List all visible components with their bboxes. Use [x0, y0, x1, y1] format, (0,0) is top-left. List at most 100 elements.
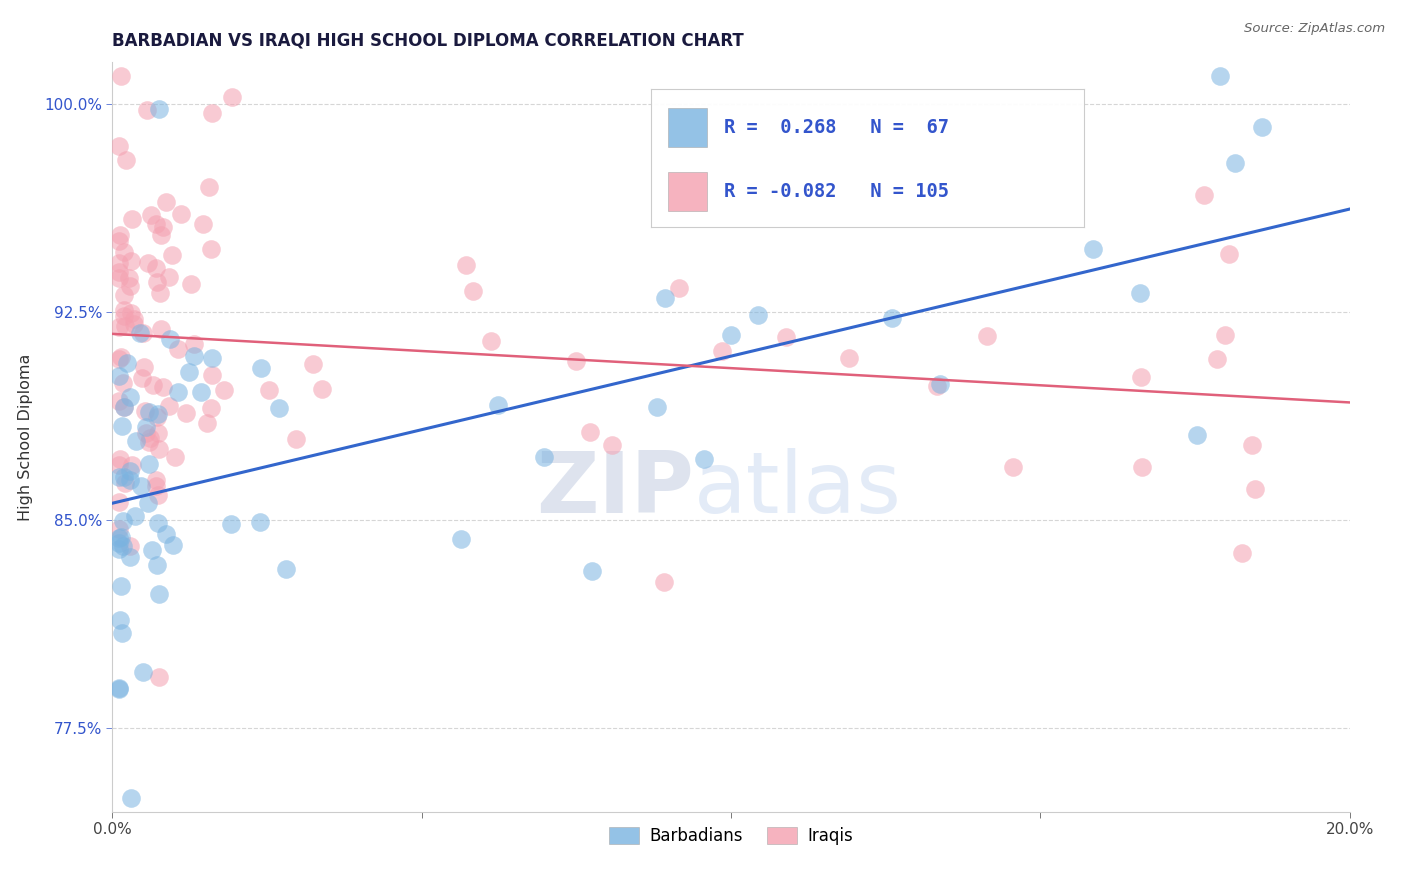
Point	[654, 574, 676, 589]
Point	[1240, 438, 1263, 452]
Point	[219, 516, 242, 531]
Point	[114, 318, 136, 333]
Point	[214, 383, 236, 397]
Point	[1232, 546, 1254, 560]
Point	[110, 350, 132, 364]
Point	[148, 488, 170, 502]
Point	[107, 531, 129, 545]
Point	[125, 434, 148, 448]
Point	[122, 312, 145, 326]
Point	[157, 269, 180, 284]
Point	[108, 522, 131, 536]
Point	[107, 495, 129, 509]
Point	[107, 265, 129, 279]
Point	[249, 515, 271, 529]
Point	[1218, 247, 1240, 261]
Point	[149, 285, 172, 300]
Point	[150, 227, 173, 242]
Point	[148, 670, 170, 684]
Point	[114, 302, 136, 317]
Point	[120, 253, 142, 268]
Point	[170, 207, 193, 221]
Point	[114, 153, 136, 168]
Point	[838, 351, 860, 366]
Point	[107, 536, 129, 550]
Point	[148, 587, 170, 601]
Point	[198, 180, 221, 194]
Point	[108, 451, 131, 466]
Point	[121, 458, 143, 472]
Point	[710, 343, 733, 358]
Point	[190, 385, 212, 400]
Point	[1206, 351, 1229, 366]
Point	[146, 275, 169, 289]
Point	[645, 400, 668, 414]
Point	[928, 377, 950, 392]
Point	[107, 470, 129, 484]
Point	[118, 271, 141, 285]
Point	[107, 234, 129, 248]
Point	[129, 326, 152, 340]
Point	[668, 280, 690, 294]
Point	[120, 306, 142, 320]
Point	[479, 334, 502, 348]
Point	[108, 542, 131, 557]
Point	[578, 425, 600, 439]
Point	[302, 357, 325, 371]
Point	[120, 390, 142, 404]
Point	[136, 103, 159, 118]
Point	[107, 138, 129, 153]
Point	[152, 380, 174, 394]
Point	[132, 360, 155, 375]
Point	[193, 217, 215, 231]
Point	[159, 332, 181, 346]
Point	[600, 438, 623, 452]
Point	[1213, 328, 1236, 343]
Point	[136, 496, 159, 510]
Point	[1244, 483, 1267, 497]
Point	[311, 382, 333, 396]
Point	[200, 401, 222, 415]
Point	[111, 514, 134, 528]
Text: Source: ZipAtlas.com: Source: ZipAtlas.com	[1244, 22, 1385, 36]
Point	[163, 450, 186, 464]
Point	[145, 479, 167, 493]
Point	[747, 308, 769, 322]
Point	[138, 431, 160, 445]
Point	[148, 102, 170, 116]
Point	[131, 371, 153, 385]
Point	[107, 256, 129, 270]
Point	[136, 255, 159, 269]
Point	[152, 219, 174, 234]
Point	[162, 538, 184, 552]
Point	[121, 211, 143, 226]
Point	[565, 354, 588, 368]
Point	[111, 626, 134, 640]
Point	[1185, 428, 1208, 442]
Point	[122, 318, 145, 332]
Point	[201, 106, 224, 120]
Point	[1129, 369, 1152, 384]
Point	[146, 558, 169, 572]
Point	[108, 614, 131, 628]
Point	[1002, 460, 1025, 475]
Point	[183, 350, 205, 364]
Point	[146, 409, 169, 424]
Point	[454, 258, 477, 272]
Point	[775, 330, 797, 344]
Legend: Barbadians, Iraqis: Barbadians, Iraqis	[602, 821, 860, 852]
Point	[488, 398, 510, 412]
Point	[880, 311, 903, 326]
Point	[107, 681, 129, 695]
Point	[107, 351, 129, 366]
Point	[138, 458, 160, 472]
Point	[135, 425, 157, 440]
Point	[110, 70, 132, 84]
Point	[166, 385, 188, 400]
Point	[180, 277, 202, 291]
Point	[221, 90, 243, 104]
Point	[195, 416, 218, 430]
Point	[145, 217, 167, 231]
Point	[257, 384, 280, 398]
Point	[111, 539, 134, 553]
